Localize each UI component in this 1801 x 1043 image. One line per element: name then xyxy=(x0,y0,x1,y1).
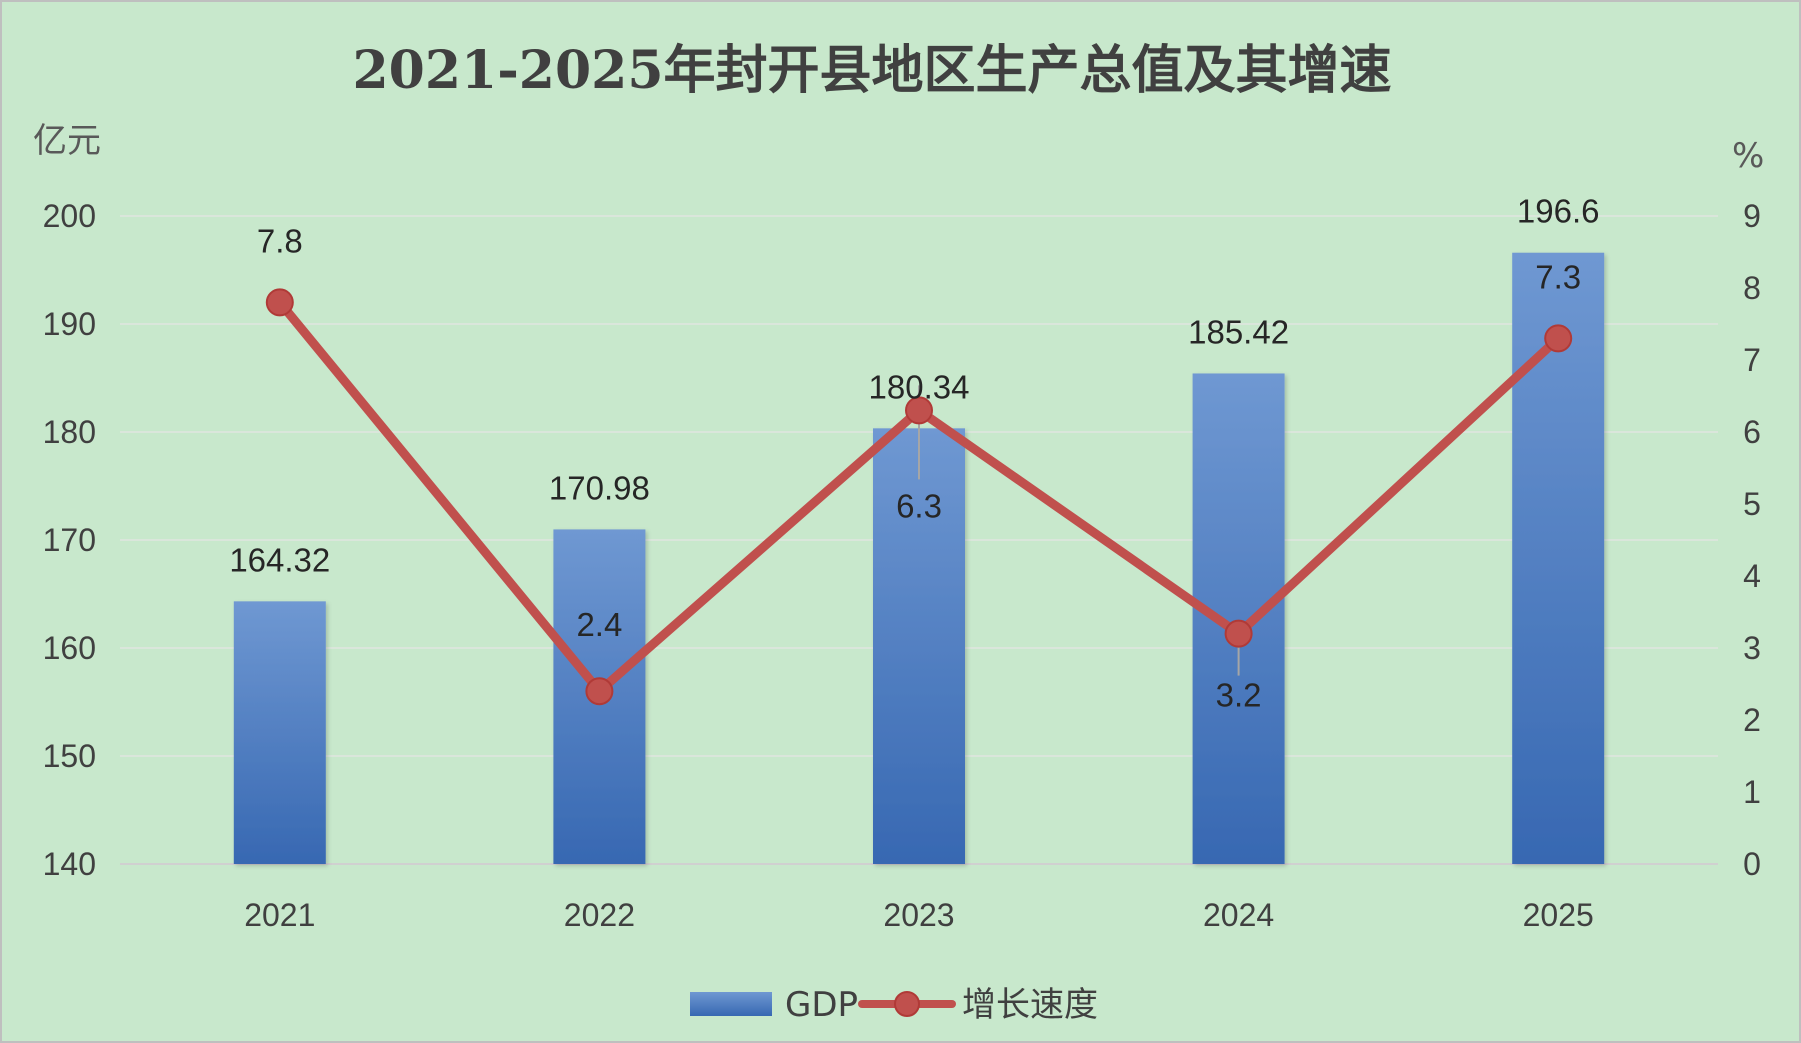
x-axis-tick-label: 2022 xyxy=(564,897,635,933)
gdp-bar xyxy=(1512,252,1605,865)
right-axis-tick-label: 8 xyxy=(1743,270,1761,306)
right-axis-tick-label: 4 xyxy=(1743,558,1761,594)
right-axis-tick-label: 1 xyxy=(1743,774,1761,810)
legend: GDP 增长速度 xyxy=(690,985,1098,1025)
growth-data-label: 2.4 xyxy=(576,606,622,643)
x-axis-tick-label: 2023 xyxy=(883,897,954,933)
x-axis-tick-label: 2025 xyxy=(1523,897,1594,933)
line-series xyxy=(265,288,1573,706)
growth-point xyxy=(265,288,294,317)
x-axis-tick-label: 2024 xyxy=(1203,897,1274,933)
axes: 140 150 160 170 180 190 200 0 1 2 3 4 5 6 7 8 9 2021 2022 2… xyxy=(43,198,1761,933)
legend-gdp-swatch xyxy=(690,992,772,1016)
growth-data-label: 7.8 xyxy=(257,222,303,259)
gdp-bar xyxy=(233,601,326,864)
left-axis-tick-label: 200 xyxy=(43,198,96,234)
legend-gdp-label: GDP xyxy=(785,985,858,1025)
right-axis-tick-label: 3 xyxy=(1743,630,1761,666)
left-axis-tick-label: 170 xyxy=(43,522,96,558)
gdp-data-label: 164.32 xyxy=(229,541,330,578)
growth-data-label: 3.2 xyxy=(1216,677,1262,714)
left-axis-tick-label: 150 xyxy=(43,738,96,774)
left-axis-tick-label: 140 xyxy=(43,846,96,882)
growth-point xyxy=(585,677,614,706)
growth-point xyxy=(905,396,933,425)
left-axis-tick-label: 180 xyxy=(43,414,96,450)
gdp-bar xyxy=(873,428,965,864)
x-axis-tick-label: 2021 xyxy=(244,897,315,933)
chart-title: 2021-2025年封开县地区生产总值及其增速 xyxy=(352,40,1391,101)
right-axis-tick-label: 0 xyxy=(1743,846,1761,882)
right-axis-unit: % xyxy=(1732,136,1764,176)
gdp-bar xyxy=(1192,373,1285,864)
left-axis-tick-label: 160 xyxy=(43,630,96,666)
left-axis-tick-label: 190 xyxy=(43,306,96,342)
data-labels: 164.32 170.98 180.34 185.42 196.6 7.8 2.4 6.3 3.… xyxy=(229,193,1599,714)
gdp-data-label: 185.42 xyxy=(1188,313,1289,350)
growth-data-label: 7.3 xyxy=(1535,258,1581,295)
growth-data-label: 6.3 xyxy=(896,487,942,524)
right-axis-tick-label: 7 xyxy=(1743,342,1761,378)
growth-point xyxy=(1224,619,1253,648)
right-axis-tick-label: 9 xyxy=(1743,198,1761,234)
legend-growth-marker xyxy=(894,991,920,1017)
gdp-data-label: 196.6 xyxy=(1517,193,1600,230)
gdp-data-label: 170.98 xyxy=(549,469,650,506)
legend-growth-label: 增长速度 xyxy=(962,985,1098,1025)
right-axis-tick-label: 6 xyxy=(1743,414,1761,450)
bar-series xyxy=(233,252,1605,865)
growth-point xyxy=(1544,324,1573,353)
right-axis-tick-label: 2 xyxy=(1743,702,1761,738)
right-axis-tick-label: 5 xyxy=(1743,486,1761,522)
gdp-data-label: 180.34 xyxy=(869,368,970,405)
left-axis-unit: 亿元 xyxy=(33,121,101,161)
